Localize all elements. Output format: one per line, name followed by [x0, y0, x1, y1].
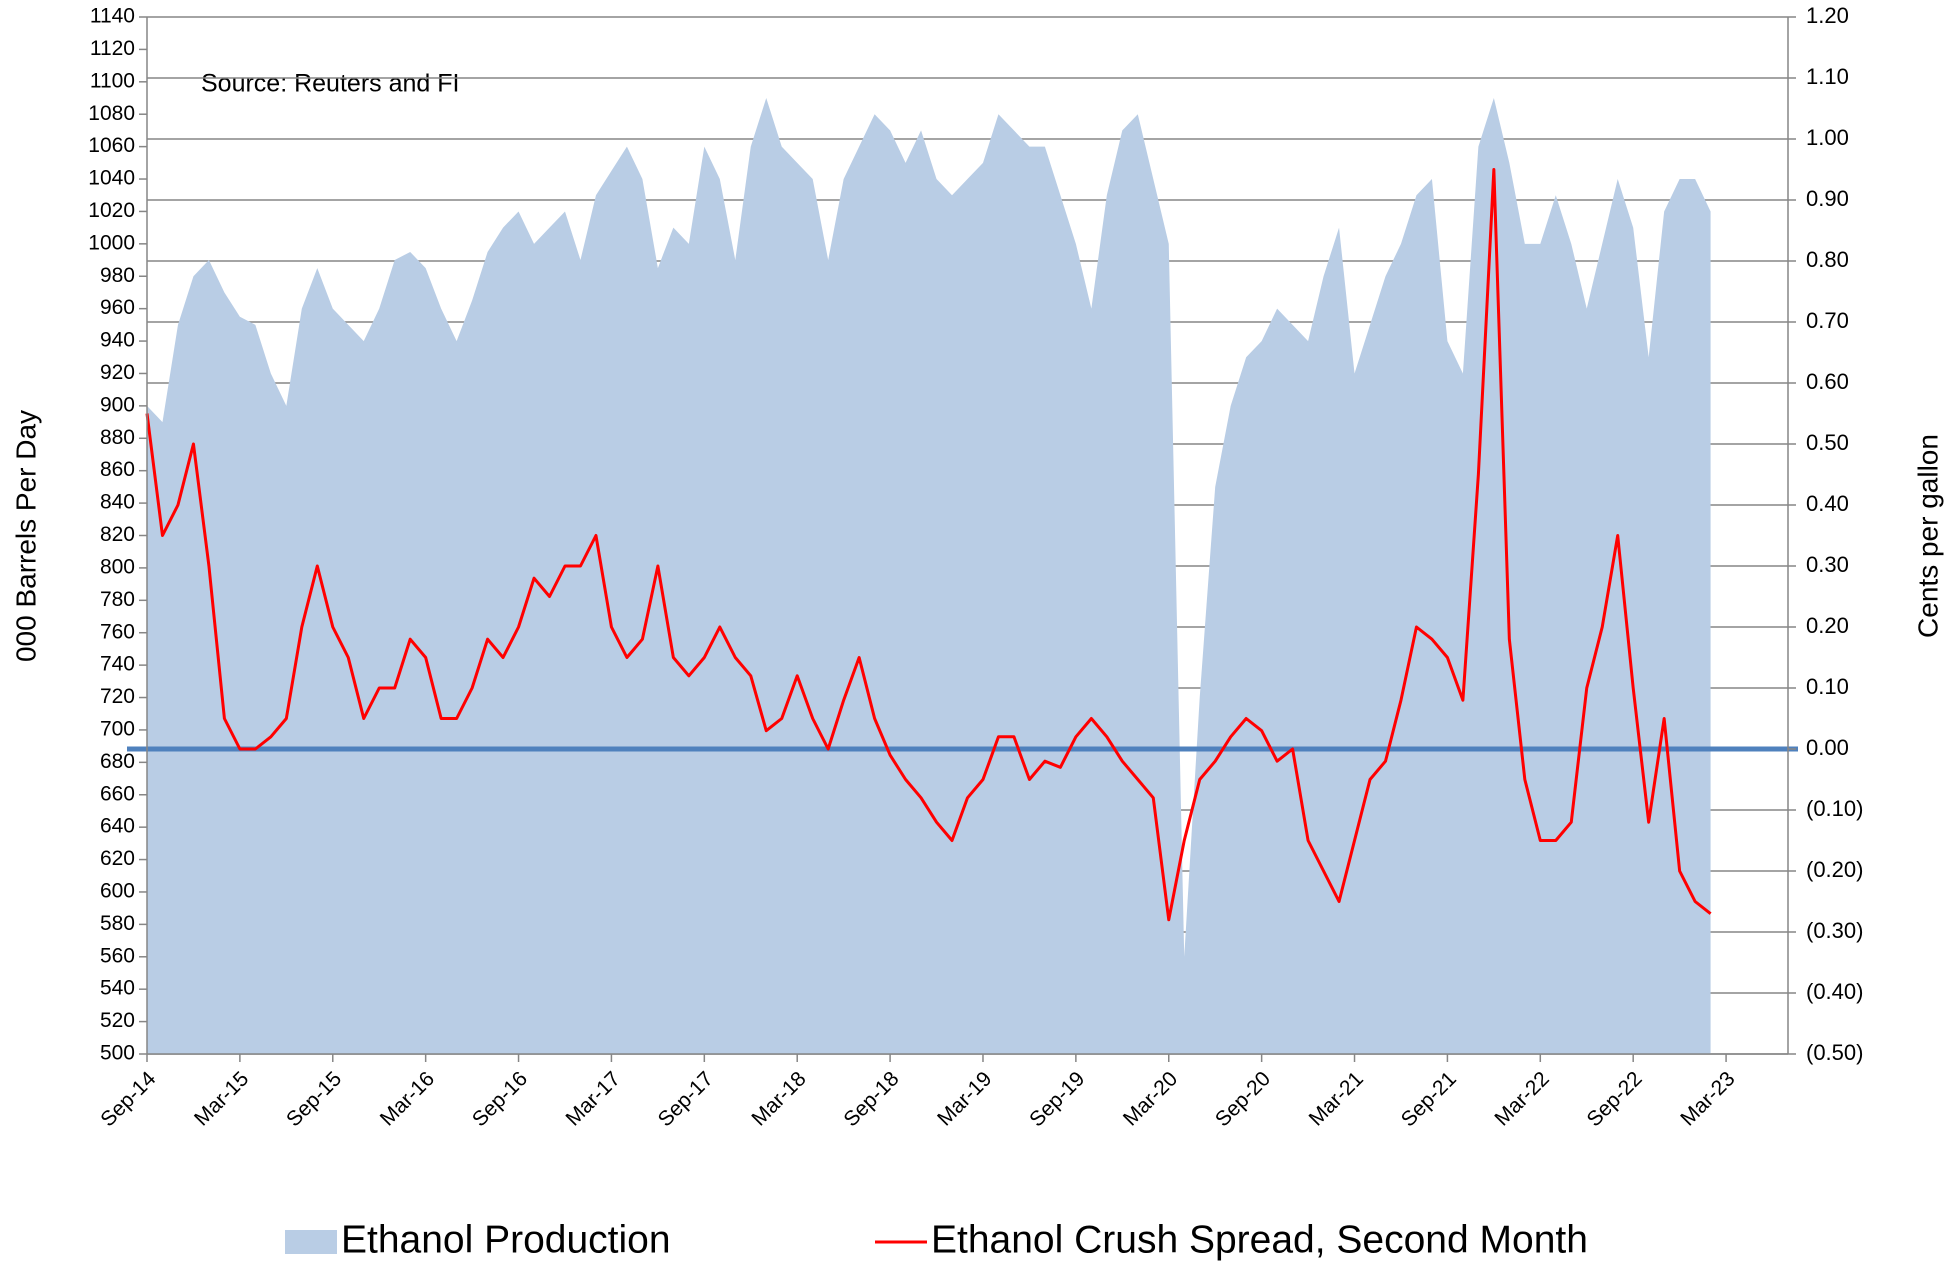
- y2-tick-label: 0.80: [1806, 247, 1849, 272]
- line: [145, 168, 1712, 922]
- legend-label: Ethanol Production: [341, 1218, 671, 1261]
- x-tick-label: Sep-20: [1211, 1067, 1275, 1131]
- x-tick-label: Sep-15: [282, 1067, 346, 1131]
- y-tick-label: 1020: [88, 199, 135, 222]
- area: [147, 98, 1711, 1054]
- legend-label: Ethanol Crush Spread, Second Month: [931, 1218, 1588, 1261]
- y2-tick-label: (0.40): [1806, 979, 1863, 1004]
- y-tick-label: 980: [100, 264, 135, 287]
- y-tick-label: 840: [100, 491, 135, 514]
- y-tick-label: 560: [100, 944, 135, 967]
- y-tick-label: 680: [100, 750, 135, 773]
- x-tick-label: Mar-21: [1305, 1067, 1368, 1130]
- y-tick-label: 520: [100, 1009, 135, 1032]
- x-tick-label: Mar-19: [933, 1067, 996, 1130]
- y-tick-label: 780: [100, 588, 135, 611]
- y-tick-label: 860: [100, 458, 135, 481]
- y-tick-label: 660: [100, 782, 135, 805]
- x-tick-label: Sep-14: [96, 1067, 160, 1131]
- y2-axis-title: Cents per gallon: [1912, 434, 1943, 638]
- x-tick-label: Sep-21: [1397, 1067, 1461, 1131]
- y-tick-label: 760: [100, 620, 135, 643]
- y2-tick-label: 0.30: [1806, 552, 1849, 577]
- y-tick-label: 940: [100, 329, 135, 352]
- x-tick-label: Mar-18: [747, 1067, 810, 1130]
- x-tick-label: Mar-23: [1676, 1067, 1739, 1130]
- y2-tick-label: 0.20: [1806, 613, 1849, 638]
- y2-tick-label: 0.60: [1806, 369, 1849, 394]
- y-tick-label: 1080: [88, 102, 135, 125]
- y-tick-label: 580: [100, 912, 135, 935]
- x-tick-label: Mar-16: [376, 1067, 439, 1130]
- y2-tick-label: (0.10): [1806, 796, 1863, 821]
- y-tick-label: 1120: [90, 37, 135, 60]
- x-tick-label: Mar-22: [1490, 1067, 1553, 1130]
- y2-tick-label: 0.90: [1806, 186, 1849, 211]
- y2-tick-label: 1.10: [1806, 64, 1849, 89]
- y2-tick-label: 0.00: [1806, 735, 1849, 760]
- y2-tick-label: 1.00: [1806, 125, 1849, 150]
- y-tick-label: 620: [100, 847, 135, 870]
- y-tick-label: 1040: [88, 167, 135, 190]
- y-tick-label: 1000: [88, 231, 135, 254]
- y-tick-label: 640: [100, 815, 135, 838]
- y-tick-label: 1060: [88, 134, 135, 157]
- y-axis-title: 000 Barrels Per Day: [10, 410, 41, 662]
- x-tick-label: Sep-22: [1582, 1067, 1646, 1131]
- y-tick-label: 800: [100, 555, 135, 578]
- y-tick-label: 500: [100, 1042, 135, 1065]
- y2-tick-label: 1.20: [1806, 3, 1849, 28]
- y2-tick-label: 0.50: [1806, 430, 1849, 455]
- y2-tick-label: (0.30): [1806, 918, 1863, 943]
- y2-tick-label: 0.70: [1806, 308, 1849, 333]
- y2-tick-label: (0.20): [1806, 857, 1863, 882]
- y-tick-label: 600: [100, 880, 135, 903]
- y-tick-label: 740: [100, 653, 135, 676]
- y-tick-label: 1100: [90, 69, 135, 92]
- y-tick-label: 700: [100, 717, 135, 740]
- x-tick-label: Sep-18: [839, 1067, 903, 1131]
- x-tick-label: Mar-15: [190, 1067, 253, 1130]
- y-tick-label: 820: [100, 523, 135, 546]
- y2-tick-label: (0.50): [1806, 1040, 1863, 1065]
- y-tick-label: 900: [100, 393, 135, 416]
- y2-tick-label: 0.40: [1806, 491, 1849, 516]
- x-tick-label: Sep-19: [1025, 1067, 1089, 1131]
- y-tick-label: 720: [100, 685, 135, 708]
- x-tick-label: Sep-16: [468, 1067, 532, 1131]
- y2-tick-label: 0.10: [1806, 674, 1849, 699]
- annotation: Source: Reuters and FI: [201, 70, 459, 98]
- x-tick-label: Mar-17: [562, 1067, 625, 1130]
- y-tick-label: 880: [100, 426, 135, 449]
- y-tick-label: 920: [100, 361, 135, 384]
- y-tick-label: 1140: [90, 5, 135, 28]
- y-tick-label: 960: [100, 296, 135, 319]
- x-tick-label: Sep-17: [654, 1067, 718, 1131]
- data-layer: [127, 98, 1798, 1054]
- legend-swatch: [285, 1230, 337, 1254]
- x-tick-label: Mar-20: [1119, 1067, 1182, 1130]
- y-tick-label: 540: [100, 977, 135, 1000]
